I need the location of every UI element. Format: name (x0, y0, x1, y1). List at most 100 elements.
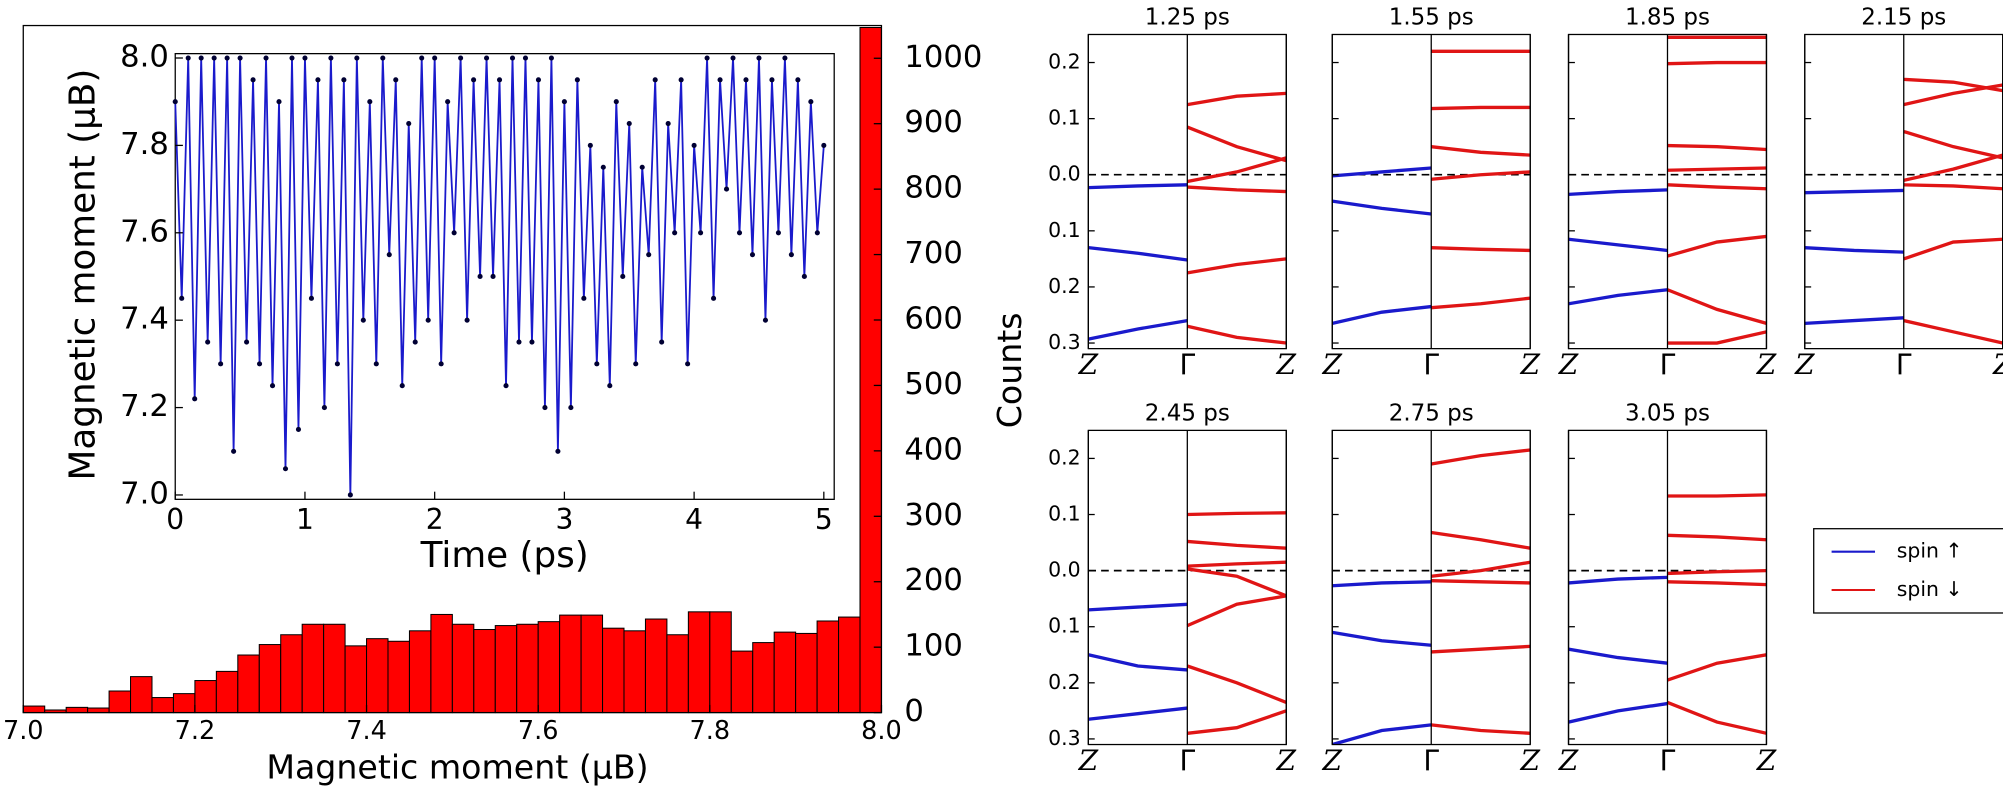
histogram-bar (623, 630, 646, 714)
x-tick-label: 2 (426, 503, 444, 536)
y-tick-label: 900 (904, 105, 962, 140)
y-tick-label: 0.3 (1048, 726, 1080, 750)
data-point (730, 55, 736, 61)
y-tick-label: 0.2 (1048, 50, 1080, 74)
data-point (198, 55, 204, 61)
x-tick-label: Z (1756, 744, 1777, 777)
x-tick-label: 8.0 (861, 716, 902, 746)
band-line (1666, 288, 1767, 325)
band-line (1187, 567, 1287, 598)
data-point (704, 55, 710, 61)
x-tick-label: Γ (1660, 349, 1676, 382)
x-tick-label: 1 (296, 503, 314, 536)
panel-title: 1.55 ps (1389, 4, 1474, 30)
histogram-bar (87, 707, 110, 714)
x-tick-label: 7.8 (690, 716, 731, 746)
data-point (808, 99, 814, 105)
data-point (334, 361, 340, 367)
data-point (205, 339, 211, 345)
x-axis-label: Magnetic moment (μB) (266, 747, 648, 786)
band-line (1088, 706, 1188, 721)
data-point (360, 317, 366, 323)
band-line (1568, 188, 1668, 197)
axes-frame (22, 24, 883, 714)
histogram-bar (130, 676, 153, 714)
band-line (1667, 493, 1767, 498)
data-point (406, 120, 412, 127)
data-point (490, 273, 496, 280)
band-line (1187, 257, 1287, 275)
histogram-bar (215, 670, 239, 714)
histogram-bar (22, 705, 46, 714)
data-point (698, 230, 704, 236)
data-point (425, 317, 431, 323)
data-point (665, 120, 671, 127)
data-point (464, 317, 470, 323)
data-point (438, 361, 444, 367)
histogram-bar (301, 623, 325, 714)
x-tick-label: Z (1794, 348, 1815, 381)
data-point (639, 164, 645, 170)
y-tick-label: 7.6 (120, 214, 169, 249)
data-point (282, 466, 289, 472)
band-line (1186, 156, 1287, 184)
data-point (711, 295, 717, 301)
panel-title: 1.25 ps (1145, 4, 1230, 30)
histogram-bar (323, 623, 346, 714)
histogram-bar (280, 634, 303, 714)
band-line (1332, 304, 1432, 326)
data-point (646, 252, 652, 258)
data-point (743, 77, 749, 83)
data-point (516, 339, 522, 345)
histogram-bar (752, 642, 775, 714)
data-point (788, 252, 794, 258)
data-point (276, 99, 282, 105)
y-tick-label: 0.0 (1048, 558, 1080, 582)
data-point (529, 339, 535, 345)
band-line (1186, 594, 1287, 628)
y-tick-label: 7.4 (120, 302, 169, 337)
y-tick-label: 700 (904, 236, 962, 271)
data-point (367, 99, 373, 105)
data-point (484, 55, 490, 61)
band-line (1804, 316, 1904, 326)
data-point (685, 361, 691, 367)
histogram-bar (451, 623, 475, 714)
band-line (1187, 709, 1287, 735)
band-line (1187, 91, 1287, 107)
data-point (587, 142, 593, 148)
band-line (1903, 153, 2003, 182)
y-tick-label: 400 (904, 432, 962, 467)
data-point (477, 273, 483, 280)
data-point (795, 77, 801, 83)
band-line (1666, 700, 1767, 735)
y-tick-label: 7.2 (120, 389, 169, 424)
histogram-bar (580, 614, 604, 714)
x-tick-label: Z (1078, 348, 1099, 381)
y-tick-label: 300 (904, 498, 962, 533)
band-line (1903, 129, 2003, 160)
band-line (1804, 246, 1904, 254)
band-line (1332, 580, 1432, 588)
y-tick-label: 7.8 (120, 127, 169, 162)
band-line (1088, 183, 1188, 190)
x-tick-label: Z (1558, 348, 1579, 381)
histogram-bar (237, 654, 260, 714)
histogram-bar (65, 706, 89, 714)
y-tick-label: 600 (904, 301, 962, 336)
data-point (328, 55, 334, 61)
y-tick-label: 800 (904, 171, 962, 206)
band-line (1667, 183, 1767, 191)
band-line (1088, 653, 1188, 672)
histogram-bar (194, 680, 217, 714)
data-point (250, 77, 256, 83)
data-point (244, 339, 250, 345)
data-point (717, 77, 723, 83)
band-line (1332, 166, 1432, 178)
histogram-bar (172, 693, 196, 714)
x-tick-label: Z (1519, 744, 1540, 777)
band-line (1431, 105, 1531, 111)
data-point (386, 252, 392, 258)
x-tick-label: 7.0 (3, 716, 44, 746)
x-tick-label: Z (1322, 348, 1343, 381)
